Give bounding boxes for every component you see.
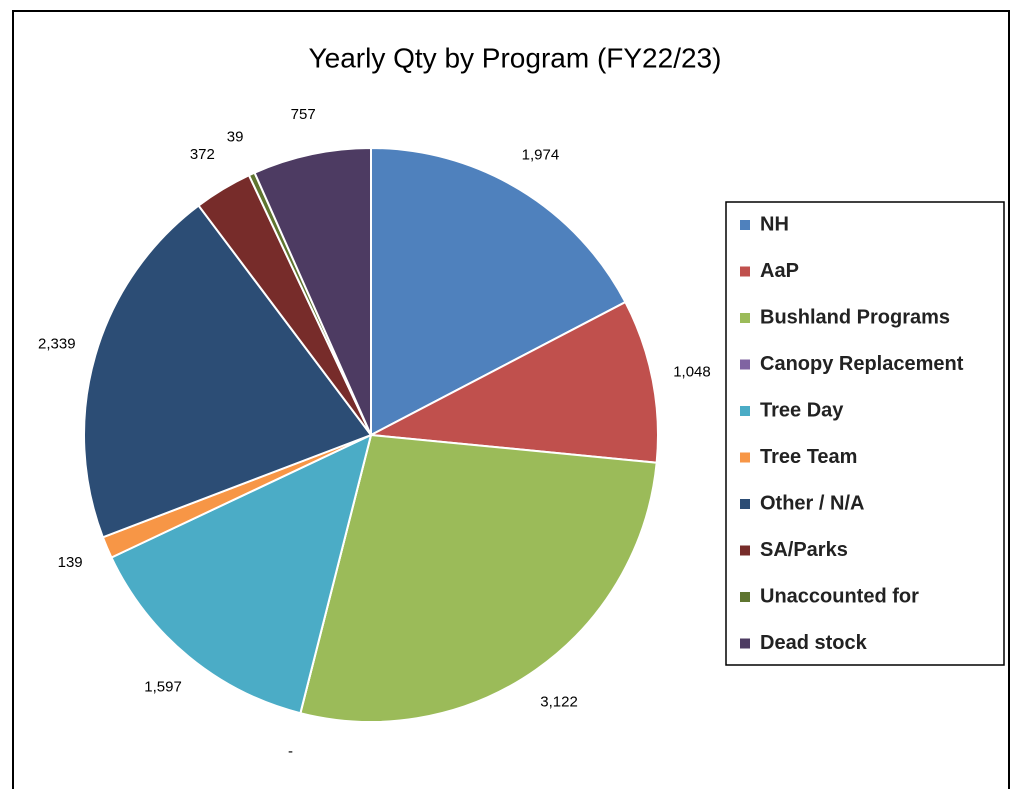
legend-swatch xyxy=(740,638,750,649)
legend-swatch xyxy=(740,359,750,370)
chart-frame xyxy=(12,10,1010,789)
legend-swatch xyxy=(740,592,750,602)
data-label: 372 xyxy=(190,146,215,163)
legend-box xyxy=(725,201,1005,666)
legend-label: AaP xyxy=(760,260,799,282)
legend-swatch xyxy=(740,452,750,463)
data-label: - xyxy=(288,743,293,760)
legend-label: Bushland Programs xyxy=(760,306,950,328)
legend-label: SA/Parks xyxy=(760,539,848,561)
legend-label: NH xyxy=(760,213,789,235)
pie-slice xyxy=(253,146,372,436)
data-label: 1,974 xyxy=(522,146,560,163)
data-label: 2,339 xyxy=(38,335,76,352)
legend-swatch xyxy=(740,406,750,416)
chart-title: Yearly Qty by Program (FY22/23) xyxy=(309,42,722,73)
pie-slice xyxy=(370,146,627,437)
legend-label: Dead stock xyxy=(760,632,868,654)
legend-swatch xyxy=(740,220,750,230)
legend-label: Tree Team xyxy=(760,446,857,468)
legend-swatch xyxy=(740,545,750,556)
legend-label: Tree Day xyxy=(760,399,844,421)
pie-slice xyxy=(83,204,373,539)
data-label: 757 xyxy=(291,106,316,123)
legend-swatch xyxy=(740,313,750,323)
data-label: 1,048 xyxy=(673,363,711,380)
pie-slice xyxy=(367,300,659,464)
data-label: 1,597 xyxy=(144,678,182,695)
pie-slice xyxy=(110,433,373,715)
legend-label: Unaccounted for xyxy=(760,585,919,607)
data-label: 39 xyxy=(227,129,244,146)
legend-swatch xyxy=(740,499,750,509)
legend-swatch xyxy=(740,266,750,277)
pie-slice xyxy=(299,433,658,723)
data-label: 3,122 xyxy=(540,693,578,710)
legend-label: Canopy Replacement xyxy=(760,353,964,375)
data-label: 139 xyxy=(58,554,83,571)
legend-label: Other / N/A xyxy=(760,492,864,514)
